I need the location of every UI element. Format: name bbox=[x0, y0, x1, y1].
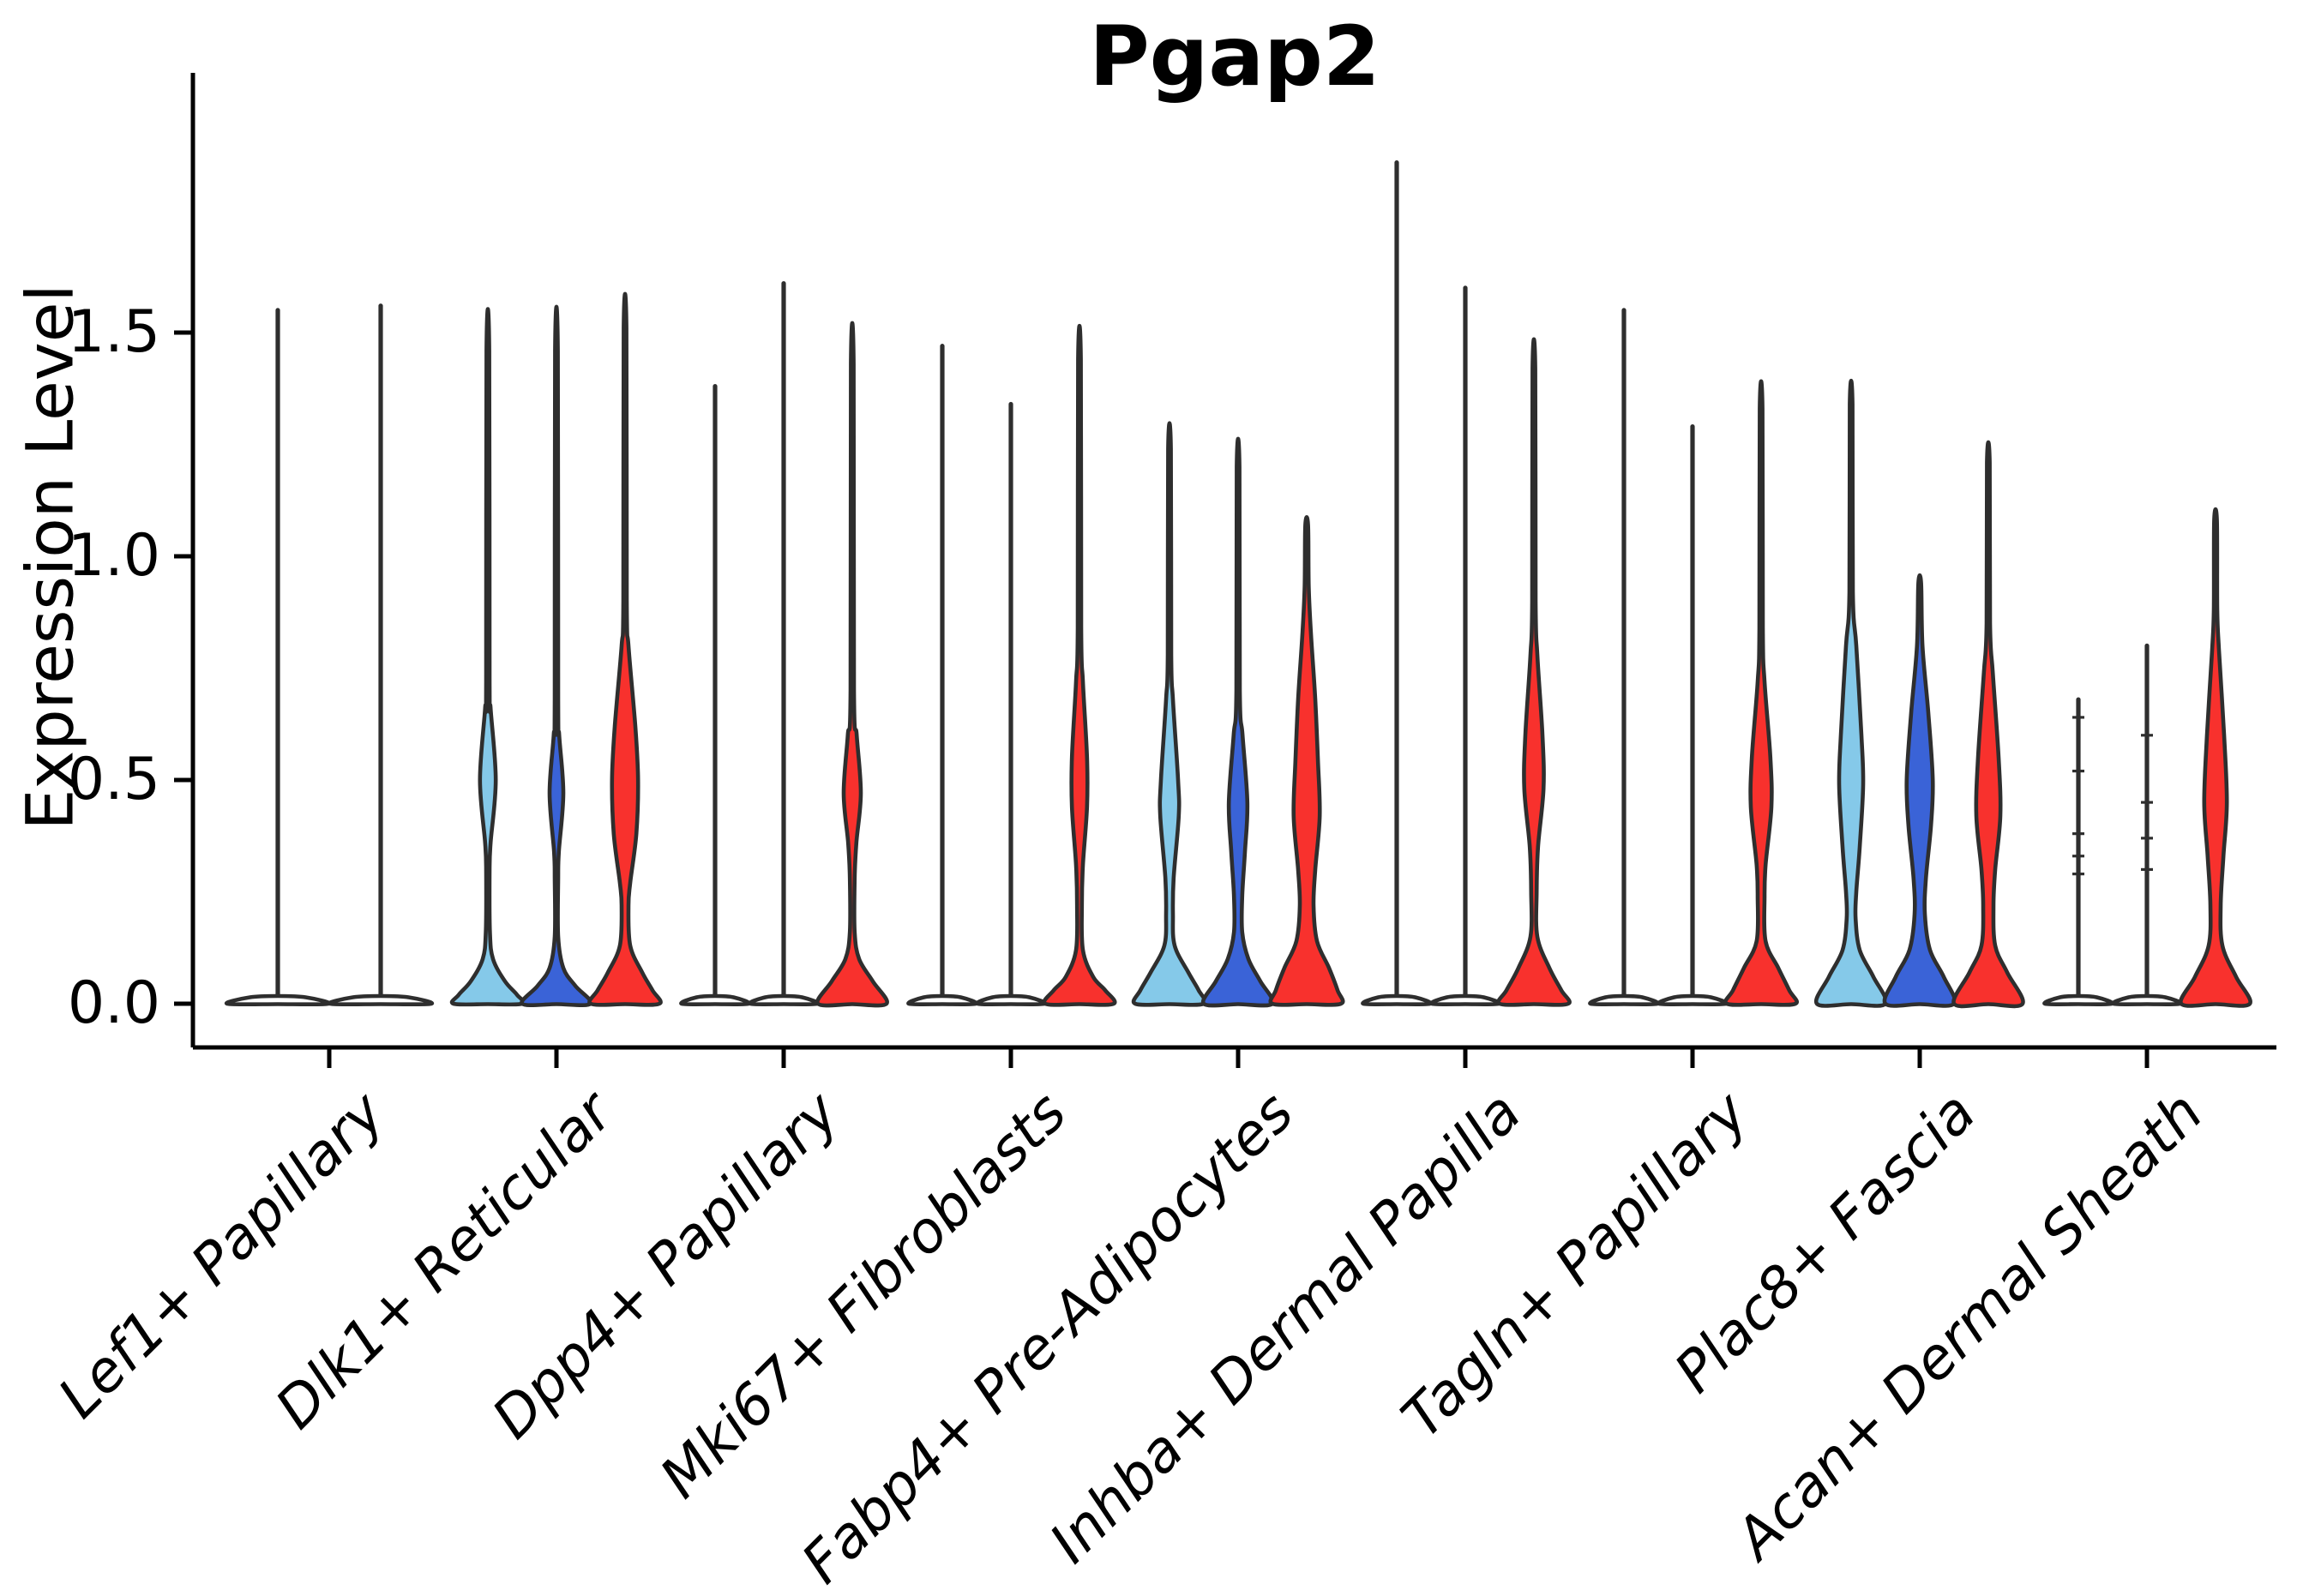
violin bbox=[449, 307, 526, 1007]
violin bbox=[1723, 379, 1799, 1007]
violin-plot-area bbox=[174, 73, 2276, 1068]
violin bbox=[1813, 379, 1889, 1008]
y-tick-label: 1.0 bbox=[67, 522, 160, 590]
flat-violin bbox=[2042, 993, 2114, 1007]
violin bbox=[1882, 573, 1957, 1008]
figure-canvas: { "title": "Pgap2", "ylabel": "Expressio… bbox=[11, 9, 2276, 1596]
flat-violin bbox=[748, 993, 820, 1007]
flat-violin bbox=[2111, 993, 2183, 1007]
y-tick-label: 0.5 bbox=[67, 746, 160, 813]
flat-violin bbox=[224, 993, 332, 1007]
violin bbox=[1496, 337, 1572, 1007]
violin bbox=[815, 321, 889, 1008]
flat-violin bbox=[1361, 993, 1433, 1007]
violin bbox=[1131, 421, 1208, 1007]
flat-violin bbox=[975, 993, 1047, 1007]
y-tick-label: 0.0 bbox=[67, 969, 160, 1037]
violin bbox=[520, 304, 593, 1008]
flat-violin bbox=[679, 993, 751, 1007]
flat-violin bbox=[1588, 993, 1660, 1007]
violin bbox=[1200, 436, 1276, 1008]
chart-title: Pgap2 bbox=[1089, 9, 1380, 105]
violin bbox=[2179, 507, 2252, 1008]
violin bbox=[1042, 324, 1117, 1007]
flat-violin bbox=[1429, 993, 1501, 1007]
violin bbox=[1268, 515, 1345, 1007]
flat-violin bbox=[1657, 993, 1729, 1007]
flat-violin bbox=[327, 993, 435, 1007]
flat-violin bbox=[906, 993, 978, 1007]
violin bbox=[587, 292, 663, 1007]
violin bbox=[1951, 440, 2025, 1009]
y-tick-label: 1.5 bbox=[67, 298, 160, 366]
